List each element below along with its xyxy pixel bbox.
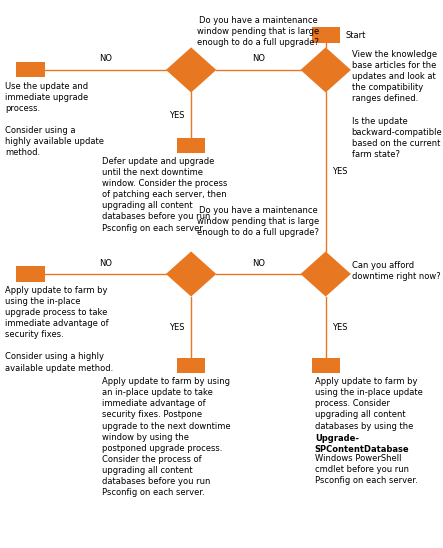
Text: Use the update and
immediate upgrade
process.

Consider using a
highly available: Use the update and immediate upgrade pro… [5,82,104,157]
FancyBboxPatch shape [311,27,340,43]
FancyBboxPatch shape [16,62,45,77]
Polygon shape [300,47,351,93]
Polygon shape [166,252,216,296]
FancyBboxPatch shape [16,266,45,282]
Text: Do you have a maintenance
window pending that is large
enough to do a full upgra: Do you have a maintenance window pending… [197,206,319,237]
Text: YES: YES [332,168,348,176]
Text: Apply update to farm by
using the in-place update
process. Consider
upgrading al: Apply update to farm by using the in-pla… [315,377,423,442]
FancyBboxPatch shape [177,138,205,153]
Text: View the knowledge
base articles for the
updates and look at
the compatibility
r: View the knowledge base articles for the… [352,50,443,159]
Polygon shape [166,47,216,93]
Text: Start: Start [345,31,365,39]
Text: Apply update to farm by
using the in-place
upgrade process to take
immediate adv: Apply update to farm by using the in-pla… [5,286,113,373]
Text: YES: YES [332,323,348,332]
FancyBboxPatch shape [311,358,340,373]
FancyBboxPatch shape [177,358,205,373]
Text: Do you have a maintenance
window pending that is large
enough to do a full upgra: Do you have a maintenance window pending… [197,16,319,48]
Text: Upgrade-
SPContentDatabase: Upgrade- SPContentDatabase [315,433,409,454]
Text: NO: NO [99,259,112,267]
Polygon shape [300,252,351,296]
Text: Defer update and upgrade
until the next downtime
window. Consider the process
of: Defer update and upgrade until the next … [102,157,228,232]
Text: NO: NO [252,54,265,64]
Text: YES: YES [169,323,185,332]
Text: NO: NO [252,259,265,267]
Text: Can you afford
downtime right now?: Can you afford downtime right now? [352,261,440,281]
Text: NO: NO [99,54,112,64]
Text: Windows PowerShell
cmdlet before you run
Psconfig on each server.: Windows PowerShell cmdlet before you run… [315,454,418,485]
Text: YES: YES [169,111,185,119]
Text: Apply update to farm by using
an in-place update to take
immediate advantage of
: Apply update to farm by using an in-plac… [102,377,231,497]
